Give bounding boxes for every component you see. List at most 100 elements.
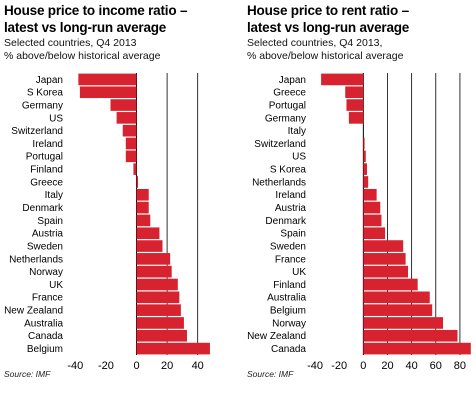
bar-portugal	[346, 99, 364, 111]
category-label: Norway	[29, 267, 63, 278]
bar-canada	[136, 329, 187, 342]
category-label: Japan	[279, 75, 306, 86]
chart-title-line-1: House price to income ratio –	[4, 3, 188, 18]
bar-japan	[321, 73, 364, 86]
bar-austria	[136, 227, 160, 240]
category-label: UK	[49, 280, 63, 291]
chart-subtitle-line-2: % above/below historical average	[4, 50, 161, 62]
rent-ratio-panel: House price to rent ratio – latest vs lo…	[243, 0, 473, 401]
x-tick-label: -20	[98, 360, 114, 372]
bar-sweden	[363, 240, 404, 252]
category-label: Norway	[272, 318, 306, 329]
category-label: Italy	[45, 190, 63, 201]
bar-greece	[136, 176, 139, 188]
category-label: S Korea	[27, 88, 64, 99]
bar-ireland	[363, 188, 377, 201]
category-label: Spain	[280, 229, 306, 240]
bar-denmark	[136, 201, 149, 214]
x-tick-label: 0	[360, 360, 366, 372]
category-label: Italy	[288, 126, 306, 137]
bar-ireland	[125, 137, 137, 150]
bar-greece	[345, 86, 364, 99]
bar-canada	[363, 342, 471, 355]
chart-subtitle-line-1: Selected countries, Q4 2013,	[247, 37, 383, 49]
bar-belgium	[363, 304, 433, 316]
category-label: Belgium	[27, 344, 63, 355]
bar-germany	[110, 99, 137, 111]
bar-us	[363, 150, 366, 163]
category-label: New Zealand	[4, 306, 63, 317]
chart-title-line-1: House price to rent ratio –	[247, 3, 409, 18]
category-label: France	[32, 293, 64, 304]
category-label: US	[49, 113, 63, 124]
bar-norway	[363, 317, 444, 329]
category-label: Belgium	[270, 306, 306, 317]
bar-italy	[136, 188, 149, 201]
category-label: Sweden	[27, 241, 63, 252]
chart-title: House price to income ratio – latest vs …	[4, 2, 230, 36]
bar-spain	[363, 227, 386, 240]
bar-finland	[133, 163, 137, 175]
category-label: US	[292, 152, 306, 163]
category-label: Greece	[273, 88, 306, 99]
income-ratio-panel: House price to income ratio – latest vs …	[0, 0, 230, 401]
bar-sweden	[136, 240, 163, 252]
category-label: Spain	[37, 216, 63, 227]
x-tick-label: 20	[381, 360, 393, 372]
chart-title: House price to rent ratio – latest vs lo…	[247, 2, 473, 36]
category-label: Canada	[271, 344, 306, 355]
category-label: Austria	[32, 229, 64, 240]
x-tick-label: 20	[161, 360, 173, 372]
category-label: Australia	[267, 293, 306, 304]
bar-australia	[136, 317, 184, 329]
bar-austria	[363, 201, 381, 214]
category-label: France	[275, 254, 307, 265]
bar-france	[136, 291, 180, 304]
x-tick-label: -40	[307, 360, 323, 372]
bar-netherlands	[363, 176, 369, 188]
category-label: New Zealand	[247, 331, 306, 342]
category-label: Netherlands	[9, 254, 63, 265]
bar-switzerland	[363, 137, 365, 150]
bar-uk	[136, 278, 178, 291]
x-tick-label: 40	[192, 360, 204, 372]
category-label: Japan	[36, 75, 63, 86]
category-label: Germany	[265, 113, 306, 124]
chart-title-line-2: latest vs long-run average	[4, 20, 167, 35]
x-tick-label: -40	[67, 360, 83, 372]
chart-title-line-2: latest vs long-run average	[247, 20, 410, 35]
category-label: Finland	[30, 165, 63, 176]
x-tick-label: -20	[331, 360, 347, 372]
bar-s-korea	[363, 163, 367, 175]
bar-belgium	[136, 342, 210, 355]
category-label: Switzerland	[11, 126, 63, 137]
bar-australia	[363, 291, 430, 304]
bar-us	[116, 112, 137, 124]
category-label: Ireland	[275, 190, 306, 201]
bar-new-zealand	[363, 329, 458, 342]
bar-new-zealand	[136, 304, 181, 316]
category-label: Ireland	[32, 139, 63, 150]
category-label: Portugal	[26, 152, 63, 163]
chart-source: Source: IMF	[4, 369, 51, 379]
bar-finland	[363, 278, 418, 291]
category-label: Portugal	[269, 100, 306, 111]
category-label: Denmark	[265, 216, 307, 227]
category-label: UK	[292, 267, 306, 278]
category-label: Greece	[30, 177, 63, 188]
chart-source: Source: IMF	[247, 369, 294, 379]
category-label: Austria	[275, 203, 307, 214]
category-label: Sweden	[270, 241, 306, 252]
chart-subtitle-line-2: % above/below historical average	[247, 50, 404, 62]
bar-portugal	[125, 150, 137, 163]
bar-s-korea	[79, 86, 137, 99]
category-label: Switzerland	[254, 139, 306, 150]
bar-france	[363, 253, 406, 265]
bar-netherlands	[136, 253, 171, 265]
bar-germany	[348, 112, 364, 124]
category-label: Canada	[28, 331, 63, 342]
bar-uk	[363, 265, 409, 278]
category-label: Finland	[273, 280, 306, 291]
